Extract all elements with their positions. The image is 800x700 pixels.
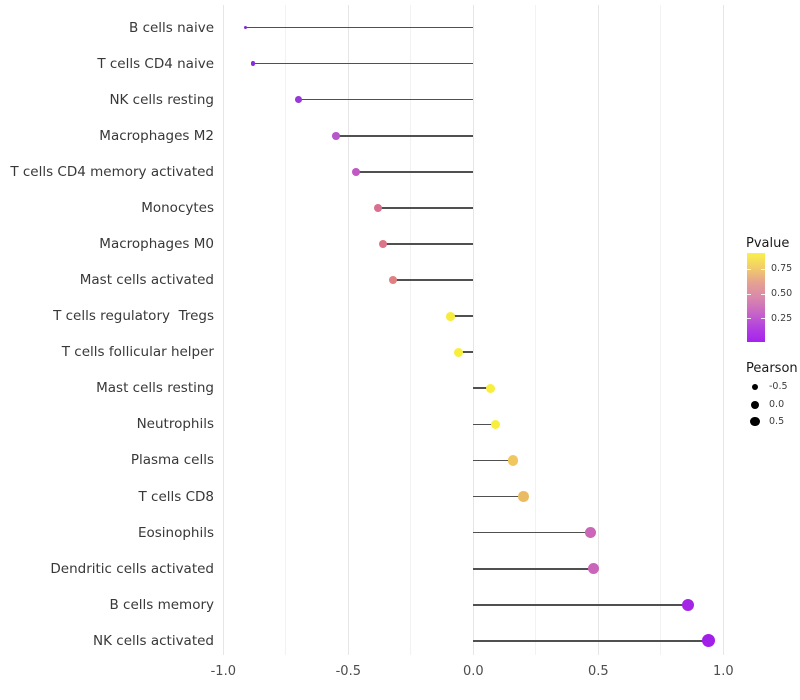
- x-tick-label: 0.5: [587, 664, 609, 679]
- row-label: Macrophages M2: [99, 127, 214, 144]
- gridline-minor: [285, 5, 287, 655]
- row-label: Macrophages M0: [99, 235, 214, 252]
- row-label: T cells regulatory Tregs: [53, 308, 214, 325]
- lollipop-stem: [378, 207, 474, 209]
- x-tick-label: 0.0: [462, 664, 484, 679]
- lollipop-dot: [585, 527, 597, 539]
- lollipop-dot: [491, 419, 501, 430]
- colorbar-tick: [761, 293, 765, 296]
- lollipop-dot: [251, 61, 256, 66]
- x-tick-label: -1.0: [210, 664, 236, 679]
- row-label: B cells naive: [129, 19, 214, 36]
- row-label: Dendritic cells activated: [50, 560, 214, 577]
- row-label: Plasma cells: [130, 452, 214, 469]
- x-tick-label: 1.0: [712, 664, 734, 679]
- lollipop-dot: [701, 634, 715, 648]
- lollipop-stem: [473, 459, 514, 462]
- row-label: Monocytes: [141, 199, 214, 216]
- colorbar-tick: [747, 317, 751, 320]
- row-label: B cells memory: [109, 596, 214, 613]
- lollipop-stem: [473, 531, 591, 534]
- lollipop-dot: [682, 598, 695, 611]
- row-label: Mast cells activated: [79, 272, 214, 289]
- lollipop-stem: [473, 495, 524, 498]
- lollipop-dot: [351, 167, 360, 176]
- lollipop-stem: [298, 98, 474, 101]
- lollipop-stem: [458, 351, 474, 354]
- row-label: Neutrophils: [136, 416, 214, 433]
- colorbar-tick: [761, 317, 765, 320]
- pearson-legend-title: Pearson: [746, 361, 798, 376]
- lollipop-stem: [393, 279, 474, 281]
- lollipop-dot: [294, 96, 302, 104]
- gridline-minor: [660, 5, 662, 655]
- pvalue-tick-label: 0.50: [771, 288, 793, 300]
- lollipop-stem: [253, 62, 474, 65]
- gridline-minor: [410, 5, 412, 655]
- pvalue-colorbar: [747, 253, 765, 342]
- row-label: T cells CD4 memory activated: [10, 163, 214, 180]
- pvalue-tick-label: 0.25: [771, 312, 793, 324]
- lollipop-stem: [473, 387, 491, 390]
- row-label: Eosinophils: [137, 524, 214, 541]
- gridline-major: [722, 5, 724, 655]
- row-label: T cells CD8: [138, 488, 214, 505]
- row-label: T cells CD4 naive: [97, 55, 214, 72]
- row-label: T cells follicular helper: [61, 344, 214, 361]
- lollipop-stem: [355, 170, 474, 173]
- gridline-major: [472, 5, 474, 655]
- lollipop-stem: [473, 603, 689, 606]
- row-label: Mast cells resting: [96, 380, 214, 397]
- pearson-size-label: -0.5: [769, 381, 788, 392]
- lollipop-dot: [374, 203, 383, 212]
- pvalue-legend-title: Pvalue: [746, 236, 790, 251]
- pearson-size-dot: [750, 416, 760, 427]
- lollipop-dot: [389, 275, 398, 285]
- colorbar-tick: [747, 268, 751, 271]
- row-label: NK cells resting: [109, 91, 214, 108]
- pearson-size-dot: [751, 383, 759, 391]
- pearson-size-dot: [751, 400, 759, 409]
- lollipop-dot: [332, 131, 340, 140]
- lollipop-stem: [473, 567, 594, 570]
- lollipop-dot: [453, 347, 463, 357]
- lollipop-stem: [335, 134, 474, 137]
- lollipop-dot: [446, 311, 456, 321]
- pearson-size-label: 0.0: [769, 398, 785, 410]
- row-label: NK cells activated: [93, 632, 214, 649]
- lollipop-dot: [486, 383, 496, 393]
- x-tick-label: -0.5: [335, 664, 361, 679]
- colorbar-tick: [747, 293, 751, 296]
- colorbar-tick: [761, 268, 765, 271]
- lollipop-dot: [379, 239, 388, 249]
- lollipop-stem: [473, 640, 709, 642]
- lollipop-dot: [508, 455, 519, 466]
- gridline-major: [597, 5, 599, 655]
- lollipop-stem: [383, 243, 474, 245]
- lollipop-stem: [473, 423, 496, 426]
- lollipop-dot: [244, 25, 248, 30]
- pvalue-tick-label: 0.75: [771, 263, 793, 275]
- gridline-minor: [535, 5, 537, 655]
- pearson-size-label: 0.5: [769, 415, 785, 427]
- lollipop-dot: [518, 491, 529, 502]
- lollipop-stem: [245, 26, 474, 29]
- gridline-major: [347, 5, 349, 655]
- gridline-major: [222, 5, 224, 655]
- lollipop-stem: [450, 315, 474, 317]
- lollipop-dot: [587, 563, 599, 575]
